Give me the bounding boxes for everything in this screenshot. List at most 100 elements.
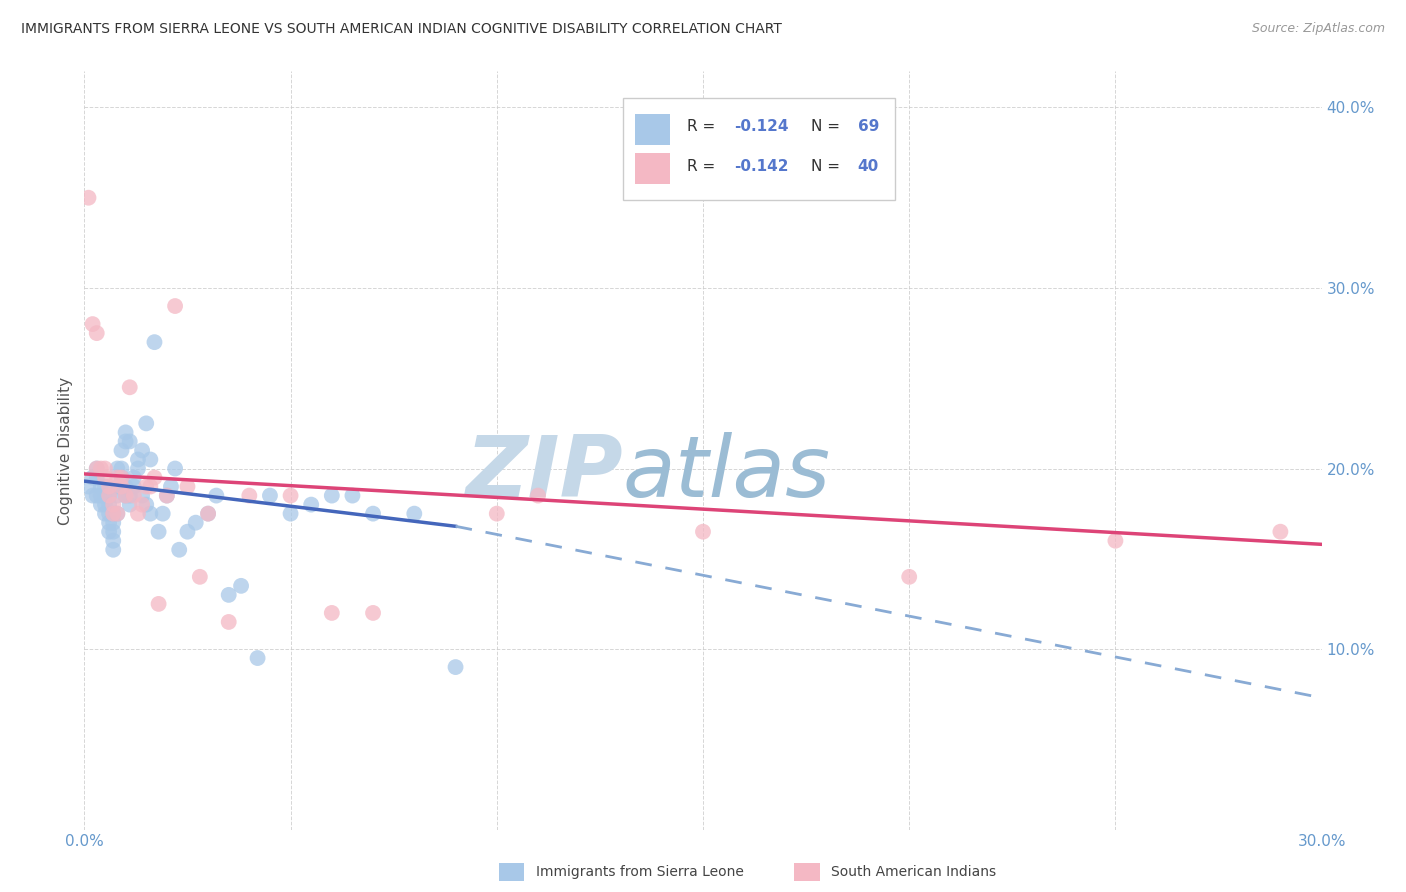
Point (90, 498, 112, 512)
Point (94, 489, 117, 503)
Point (321, 489, 343, 503)
Point (82, 470, 104, 484)
Point (127, 461, 149, 475)
Point (110, 461, 132, 475)
Point (114, 434, 136, 449)
Point (135, 417, 157, 431)
Point (86, 489, 108, 503)
Point (485, 507, 508, 521)
Point (118, 498, 141, 512)
Point (127, 507, 149, 521)
Point (103, 498, 125, 512)
Point (103, 542, 125, 557)
Point (246, 651, 269, 665)
FancyBboxPatch shape (623, 98, 894, 201)
Point (90, 461, 112, 475)
Point (160, 479, 183, 493)
Point (114, 425, 136, 440)
Point (94, 498, 117, 512)
Point (229, 579, 252, 593)
Point (127, 452, 149, 467)
Point (156, 489, 179, 503)
Point (105, 507, 128, 521)
Point (98, 489, 121, 503)
Point (135, 498, 157, 512)
Point (176, 479, 198, 493)
Point (143, 470, 166, 484)
Point (176, 524, 198, 539)
Point (98, 498, 121, 512)
Point (238, 489, 260, 503)
Text: -0.142: -0.142 (734, 159, 789, 174)
Point (103, 516, 125, 530)
Point (103, 533, 125, 548)
Point (94, 461, 117, 475)
Point (105, 461, 128, 475)
Y-axis label: Cognitive Disability: Cognitive Disability (58, 376, 73, 524)
Point (98, 507, 121, 521)
Point (259, 489, 281, 503)
Text: ZIP: ZIP (465, 432, 623, 515)
Point (90, 489, 112, 503)
Point (131, 443, 153, 458)
Point (98, 489, 121, 503)
Text: R =: R = (688, 120, 720, 134)
Point (148, 524, 170, 539)
Point (165, 299, 187, 313)
Point (321, 606, 343, 620)
Point (103, 524, 125, 539)
Text: Immigrants from Sierra Leone: Immigrants from Sierra Leone (536, 865, 744, 880)
Point (77, 479, 100, 493)
Point (110, 470, 132, 484)
Point (110, 443, 132, 458)
Point (105, 489, 128, 503)
Point (122, 479, 145, 493)
Point (342, 489, 364, 503)
Point (86, 461, 108, 475)
Text: South American Indians: South American Indians (831, 865, 995, 880)
Point (152, 507, 174, 521)
Point (105, 479, 128, 493)
Point (139, 479, 162, 493)
Point (135, 479, 157, 493)
Text: 69: 69 (858, 120, 879, 134)
Point (86, 470, 108, 484)
Point (692, 524, 714, 539)
Point (898, 570, 921, 584)
Point (114, 479, 136, 493)
Text: IMMIGRANTS FROM SIERRA LEONE VS SOUTH AMERICAN INDIAN COGNITIVE DISABILITY CORRE: IMMIGRANTS FROM SIERRA LEONE VS SOUTH AM… (21, 22, 782, 37)
Point (103, 507, 125, 521)
Point (184, 516, 207, 530)
Point (98, 516, 121, 530)
Point (299, 498, 322, 512)
Point (118, 489, 141, 503)
Point (82, 317, 104, 331)
Point (143, 335, 166, 350)
Point (139, 452, 162, 467)
Point (188, 570, 211, 584)
Text: R =: R = (688, 159, 720, 174)
Point (197, 507, 219, 521)
Point (82, 489, 104, 503)
Point (361, 507, 384, 521)
Point (114, 489, 136, 503)
Text: -0.124: -0.124 (734, 120, 789, 134)
Point (122, 470, 145, 484)
FancyBboxPatch shape (636, 114, 669, 145)
Point (404, 507, 426, 521)
Point (165, 461, 187, 475)
Point (105, 470, 128, 484)
FancyBboxPatch shape (636, 153, 669, 185)
Point (167, 542, 190, 557)
Point (86, 326, 108, 340)
Point (280, 507, 302, 521)
Point (98, 524, 121, 539)
Point (527, 489, 550, 503)
Point (114, 489, 136, 503)
Point (118, 434, 141, 449)
Point (94, 507, 117, 521)
Point (77, 191, 100, 205)
Point (103, 507, 125, 521)
Text: N =: N = (811, 120, 845, 134)
Point (86, 461, 108, 475)
